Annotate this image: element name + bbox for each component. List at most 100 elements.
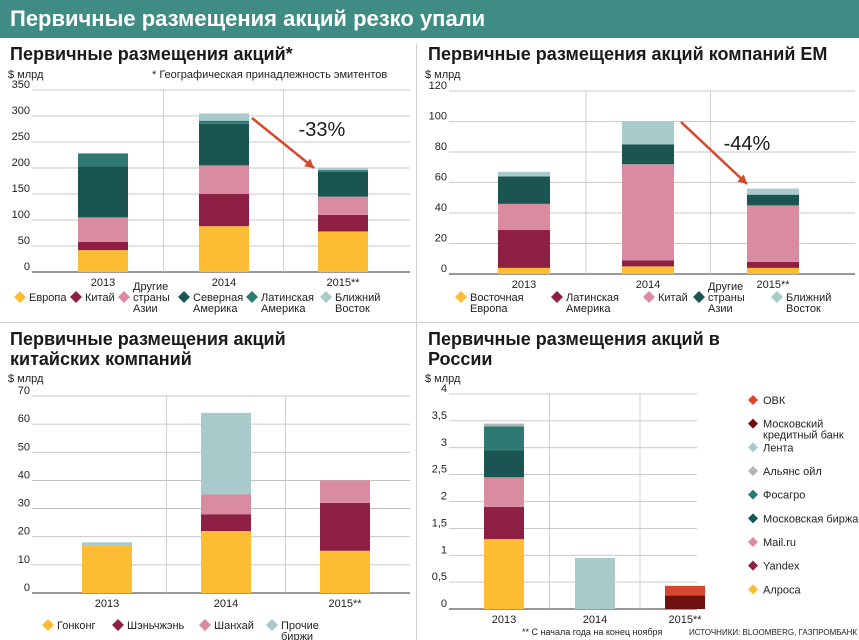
legend-label: Восток <box>786 303 821 315</box>
legend-swatch <box>748 418 758 429</box>
legend-swatch <box>748 513 758 524</box>
legend-label: ОВК <box>763 395 786 407</box>
y-tick-label: 0 <box>441 598 447 610</box>
legend-label: Прочие <box>281 620 319 632</box>
bar-segment <box>747 261 799 268</box>
x-tick-label: 2013 <box>512 279 536 291</box>
chart-panel-russia-ipo: Первичные размещения акций в России $ мл… <box>417 323 859 640</box>
y-tick-label: 300 <box>12 105 30 117</box>
bar-chart: 0 10 20 30 40 50 60 70 2013 2014 2015** Гонконг Шэнь… <box>18 385 410 640</box>
chart-title: Первичные размещения акций компаний EM <box>428 44 828 64</box>
bar-segment <box>498 267 550 274</box>
y-tick-label: 4 <box>441 383 447 395</box>
bar-segment <box>484 506 524 540</box>
bar-chart: 0 50 100 150 200 250 300 350 2013 2014 2015** -33% Е… <box>12 79 410 315</box>
y-tick-label: 1,5 <box>432 517 447 529</box>
y-tick-label: 3 <box>441 437 447 449</box>
y-axis-label: $ млрд <box>425 373 461 385</box>
bar-segment <box>484 539 524 609</box>
source-credits: ИСТОЧНИКИ: BLOOMBERG, ГАЗПРОМБАНК <box>689 628 858 637</box>
footnote: * Географическая принадлежность эмитенто… <box>152 69 388 81</box>
trend-arrow-line <box>251 117 315 169</box>
bar-segment <box>318 168 368 171</box>
legend-label: Латинская <box>566 292 619 304</box>
bar-segment <box>320 550 370 593</box>
legend-swatch <box>643 291 655 303</box>
bar-segment <box>747 194 799 206</box>
y-tick-label: 1 <box>441 544 447 556</box>
bar-segment <box>201 412 251 495</box>
y-axis-label: $ млрд <box>425 69 461 81</box>
legend-label: Альянс ойл <box>763 466 822 478</box>
bar-segment <box>498 171 550 177</box>
x-tick-label: 2015** <box>668 614 702 626</box>
bar-segment <box>484 450 524 478</box>
y-tick-label: 50 <box>18 441 30 453</box>
legend-label: Шанхай <box>214 620 254 632</box>
bar-segment <box>199 123 249 166</box>
trend-arrow-line <box>680 121 748 185</box>
y-tick-label: 80 <box>435 141 447 153</box>
bar-segment <box>318 196 368 215</box>
bar-segment <box>484 426 524 451</box>
legend-label: Ближний <box>335 292 380 304</box>
bar-segment <box>484 423 524 427</box>
y-tick-label: 2,5 <box>432 464 447 476</box>
bar-segment <box>498 176 550 204</box>
bar-segment <box>622 144 674 165</box>
bar-segment <box>622 121 674 145</box>
y-tick-label: 250 <box>12 131 30 143</box>
change-annotation: -44% <box>724 133 771 155</box>
bar-segment <box>747 267 799 274</box>
x-tick-label: 2013 <box>95 598 119 610</box>
bar-segment <box>622 266 674 274</box>
legend-label: Фосагро <box>763 490 805 502</box>
legend-swatch <box>748 489 758 500</box>
legend-label: Восток <box>335 303 370 315</box>
x-tick-label: 2015** <box>328 598 362 610</box>
bar-segment <box>665 595 705 609</box>
bar-segment <box>201 531 251 593</box>
legend-swatch <box>748 584 758 595</box>
legend-label: Европа <box>470 303 508 315</box>
bar-segment <box>747 205 799 262</box>
trend-arrow-head <box>304 158 314 168</box>
chart-title: Первичные размещения акций* <box>10 44 293 64</box>
y-tick-label: 0 <box>441 263 447 275</box>
y-tick-label: 3,5 <box>432 410 447 422</box>
legend-label: Америка <box>193 303 238 315</box>
bar-segment <box>78 166 128 218</box>
x-tick-label: 2014 <box>214 598 238 610</box>
legend-label: Другие <box>133 281 168 293</box>
legend-label: Алроса <box>763 584 801 596</box>
y-tick-label: 120 <box>429 80 447 92</box>
legend-label: страны <box>133 292 170 304</box>
y-axis-label: $ млрд <box>8 373 44 385</box>
legend-swatch <box>42 619 54 631</box>
bar-chart: 0 20 40 60 80 100 120 2013 2014 2015** -44% Восточн… <box>429 80 855 315</box>
bar-segment <box>622 260 674 267</box>
legend-swatch <box>771 291 783 303</box>
x-tick-label: 2015** <box>756 279 790 291</box>
bar-segment <box>199 120 249 124</box>
x-tick-label: 2013 <box>492 614 516 626</box>
x-tick-label: 2014 <box>583 614 607 626</box>
x-tick-label: 2014 <box>636 279 660 291</box>
bar-segment <box>484 477 524 507</box>
bar-segment <box>498 229 550 268</box>
y-tick-label: 40 <box>18 469 30 481</box>
y-tick-label: 40 <box>435 202 447 214</box>
bar-segment <box>78 217 128 242</box>
y-tick-label: 20 <box>18 526 30 538</box>
bar-segment <box>199 113 249 121</box>
horizontal-divider <box>0 322 859 323</box>
bar-segment <box>318 231 368 272</box>
x-tick-label: 2013 <box>91 277 115 289</box>
y-tick-label: 100 <box>429 111 447 123</box>
y-tick-label: 50 <box>18 235 30 247</box>
bar-segment <box>320 480 370 503</box>
legend-swatch <box>748 395 758 405</box>
legend-swatch <box>118 291 130 303</box>
vertical-divider <box>416 44 417 640</box>
legend-label: Другие <box>708 281 743 293</box>
